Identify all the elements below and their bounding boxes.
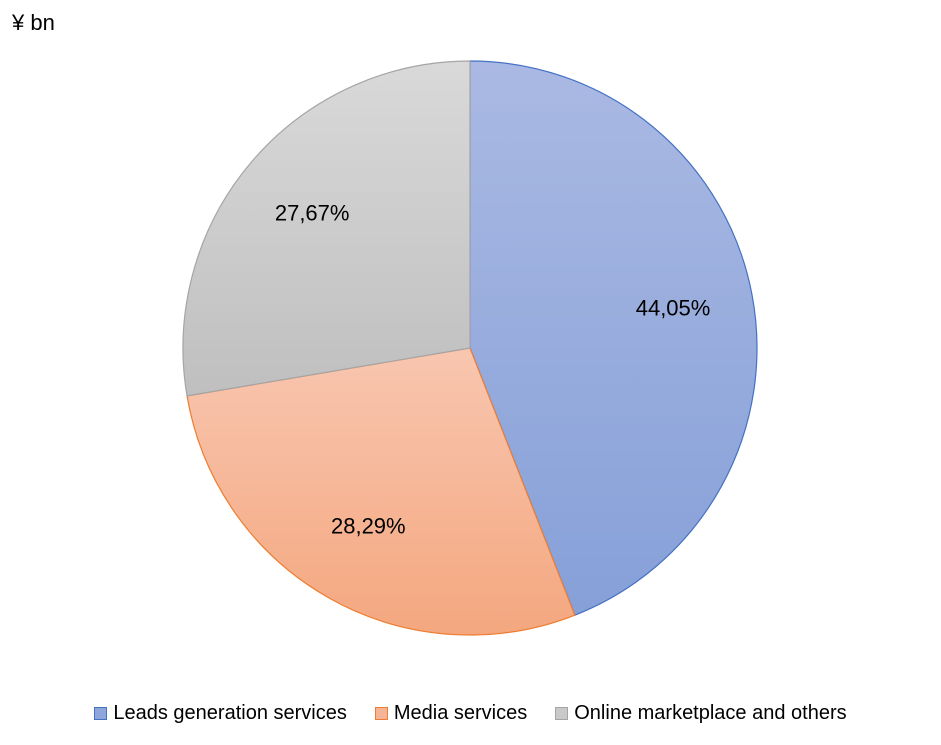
legend-item: Media services: [374, 702, 528, 725]
pie-slice-online-marketplace-and-others: [182, 60, 471, 397]
legend-label: Leads generation services: [113, 702, 347, 724]
legend-swatch: [94, 707, 108, 720]
data-label: 44,05%: [636, 295, 711, 320]
pie-labels: 44,05% 28,29% 27,67%: [275, 200, 710, 538]
legend-item: Leads generation services: [94, 702, 347, 725]
legend-label: Online marketplace and others: [574, 702, 847, 724]
pie-chart: 44,05% 28,29% 27,67%: [182, 60, 758, 636]
pie-slices: [182, 60, 758, 636]
pie-slice-leads-generation-services: [469, 60, 758, 616]
unit-label: ¥ bn: [12, 10, 55, 35]
legend-swatch: [374, 707, 388, 720]
legend-label: Media services: [393, 702, 528, 724]
data-label: 27,67%: [275, 200, 350, 225]
legend-swatch: [555, 707, 569, 720]
legend-item: Online marketplace and others: [555, 702, 847, 725]
legend: Leads generation services Media services O…: [0, 702, 941, 725]
pie-slice-media-services: [186, 347, 576, 636]
data-label: 28,29%: [331, 514, 406, 539]
